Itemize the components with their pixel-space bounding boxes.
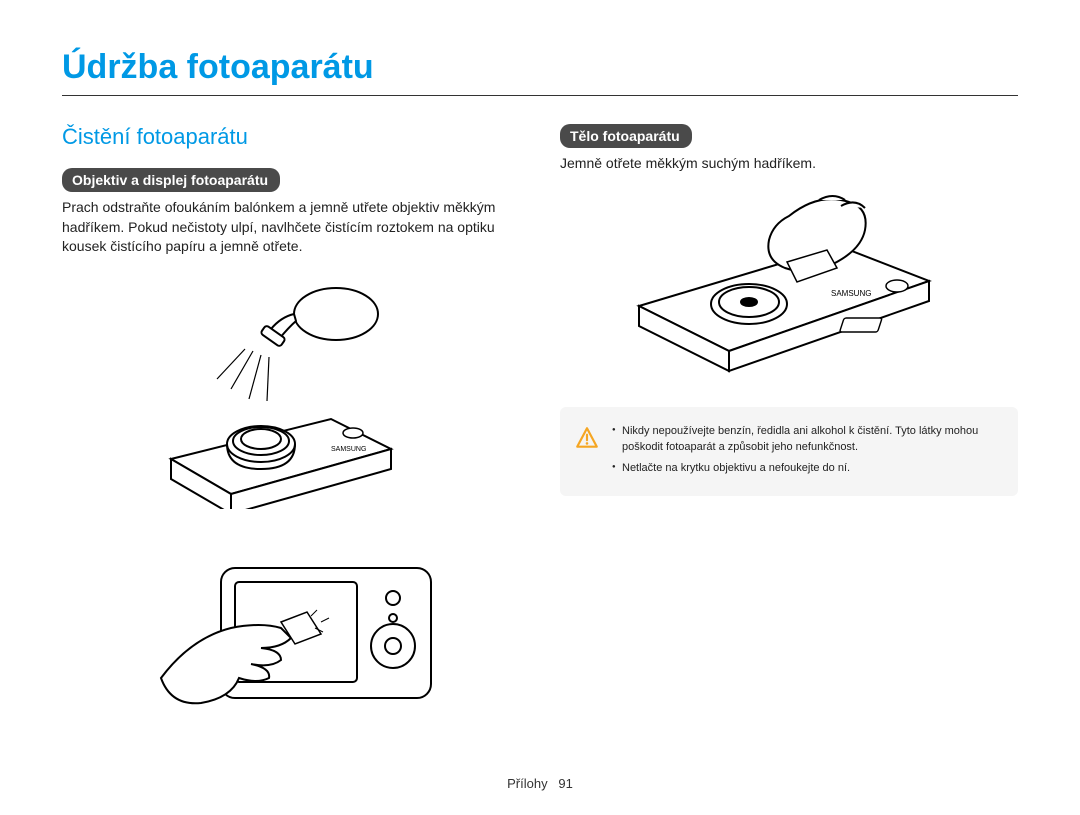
section-title-cleaning: Čistění fotoaparátu xyxy=(62,124,520,150)
illustration-wipe-body: SAMSUNG xyxy=(560,186,1018,381)
warning-box: Nikdy nepoužívejte benzín, ředidla ani a… xyxy=(560,407,1018,497)
page-footer: Přílohy 91 xyxy=(0,776,1080,791)
wipe-body-icon: SAMSUNG xyxy=(609,186,969,376)
warning-item-1: Nikdy nepoužívejte benzín, ředidla ani a… xyxy=(612,423,1002,456)
body-text: Jemně otřete měkkým suchým hadříkem. xyxy=(560,154,1018,174)
right-column: Tělo fotoaparátu Jemně otřete měkkým suc… xyxy=(560,124,1018,747)
subheader-lens-display: Objektiv a displej fotoaparátu xyxy=(62,168,280,192)
warning-list: Nikdy nepoužívejte benzín, ředidla ani a… xyxy=(612,423,1002,477)
footer-section-label: Přílohy xyxy=(507,776,547,791)
page-title: Údržba fotoaparátu xyxy=(0,0,1080,87)
subheader-body: Tělo fotoaparátu xyxy=(560,124,692,148)
warning-icon xyxy=(574,425,600,451)
blower-camera-icon: SAMSUNG xyxy=(131,269,451,509)
illustration-wipe-screen xyxy=(62,538,520,723)
left-column: Čistění fotoaparátu Objektiv a displej f… xyxy=(62,124,520,747)
wipe-screen-icon xyxy=(131,538,451,718)
footer-page-number: 91 xyxy=(558,776,572,791)
content-area: Čistění fotoaparátu Objektiv a displej f… xyxy=(0,96,1080,747)
lens-display-text: Prach odstraňte ofoukáním balónkem a jem… xyxy=(62,198,520,257)
camera-brand-label-2: SAMSUNG xyxy=(831,289,871,298)
camera-brand-label: SAMSUNG xyxy=(331,446,366,453)
illustration-blower: SAMSUNG xyxy=(62,269,520,514)
warning-item-2: Netlačte na krytku objektivu a nefoukejt… xyxy=(612,460,1002,477)
